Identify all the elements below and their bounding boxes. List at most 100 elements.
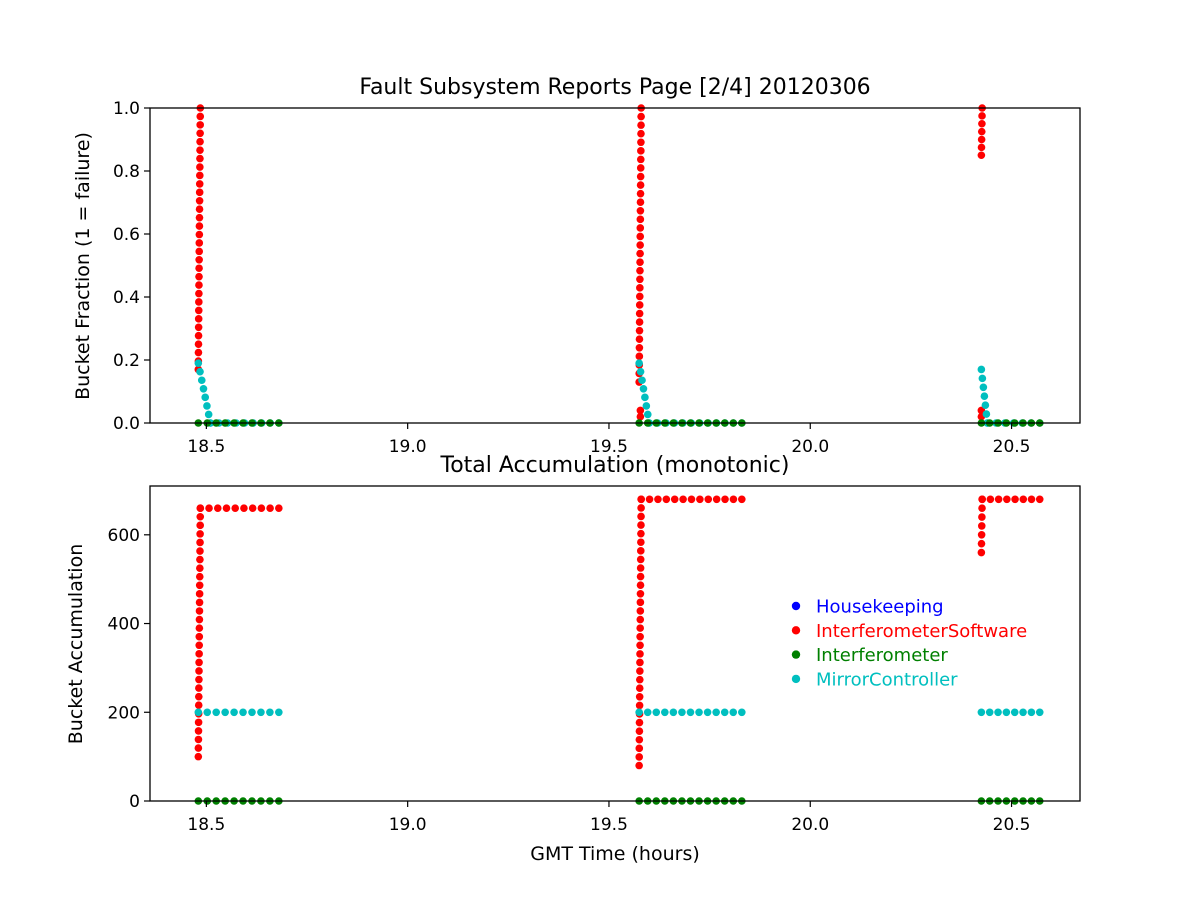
data-point <box>645 495 654 504</box>
data-point <box>194 331 203 340</box>
legend: Housekeeping InterferometerSoftware Interf… <box>791 597 1027 690</box>
data-point <box>636 667 644 675</box>
data-point <box>195 188 204 197</box>
data-point <box>636 412 645 421</box>
data-point <box>678 708 686 717</box>
y-axis-label: Bucket Fraction (1 = failure) <box>72 132 94 400</box>
data-point <box>670 495 679 504</box>
data-point <box>266 708 274 717</box>
data-point <box>636 675 644 684</box>
data-point <box>195 230 204 239</box>
data-point <box>994 708 1002 717</box>
data-point <box>196 171 204 180</box>
data-point <box>195 298 203 306</box>
data-point <box>636 241 644 249</box>
accumulation-panel: Total Accumulation (monotonic) Bucket Ac… <box>65 453 1081 865</box>
data-point <box>636 232 645 241</box>
data-point <box>195 247 204 256</box>
data-point <box>978 513 986 521</box>
data-point <box>196 564 204 572</box>
data-point <box>213 504 222 512</box>
data-point <box>266 504 274 512</box>
data-point <box>636 215 645 224</box>
data-point <box>222 504 231 512</box>
data-point <box>195 180 204 188</box>
data-point <box>205 504 213 512</box>
data-point <box>687 495 696 504</box>
data-point <box>257 504 266 512</box>
data-point <box>194 348 203 357</box>
data-point <box>696 495 704 504</box>
data-point <box>194 727 203 735</box>
data-point <box>636 658 644 667</box>
data-point <box>661 708 669 717</box>
x-tick-label: 19.5 <box>590 437 628 457</box>
data-point <box>636 547 645 555</box>
data-point <box>637 521 645 529</box>
data-point <box>196 504 205 512</box>
data-point <box>636 266 644 275</box>
data-point <box>196 129 204 138</box>
data-point <box>636 598 645 607</box>
legend-label: Housekeeping <box>816 597 944 618</box>
data-point <box>712 495 721 504</box>
legend-marker <box>791 626 801 635</box>
y-tick-label: 0.0 <box>113 414 140 434</box>
legend-label: InterferometerSoftware <box>816 621 1027 642</box>
data-point <box>636 181 645 189</box>
data-point <box>230 708 238 717</box>
y-tick-label: 200 <box>108 703 140 723</box>
data-point <box>637 121 645 129</box>
data-point <box>636 641 644 650</box>
data-point <box>195 598 204 607</box>
data-point <box>636 189 645 198</box>
data-point <box>981 401 990 409</box>
series-interferometersoftware <box>194 495 1044 770</box>
data-point <box>635 301 644 309</box>
data-point <box>641 393 649 402</box>
tick-labels: 18.5 19.0 19.5 20.0 20.5 0 200 400 600 <box>108 526 1031 835</box>
data-point <box>643 708 652 717</box>
data-point <box>637 112 645 121</box>
data-point <box>196 121 204 129</box>
data-point <box>977 531 986 539</box>
data-point <box>704 495 713 504</box>
data-point <box>638 376 646 385</box>
data-point <box>635 343 644 352</box>
data-point <box>978 504 986 512</box>
data-point <box>636 249 644 258</box>
chart-title: Total Accumulation (monotonic) <box>440 453 790 478</box>
data-point <box>248 504 257 512</box>
x-tick-label: 19.0 <box>389 815 427 835</box>
data-point <box>637 512 645 521</box>
data-point <box>196 112 205 121</box>
data-point <box>669 708 678 717</box>
y-tick-label: 600 <box>108 526 140 546</box>
data-point <box>636 172 645 181</box>
data-point <box>636 155 645 164</box>
data-point <box>738 495 746 504</box>
plot-marks <box>194 495 1044 805</box>
legend-marker <box>791 674 801 684</box>
chart-title: Fault Subsystem Reports Page [2/4] 20120… <box>359 75 870 100</box>
data-point <box>195 572 204 581</box>
data-point <box>635 701 644 710</box>
data-point <box>982 410 991 418</box>
data-point <box>679 495 687 504</box>
data-point <box>637 138 645 147</box>
y-tick-label: 0.8 <box>113 162 140 182</box>
data-point <box>196 146 204 154</box>
x-tick-label: 19.5 <box>590 815 628 835</box>
data-point <box>239 708 247 717</box>
data-point <box>978 495 986 504</box>
data-point <box>720 708 729 717</box>
data-point <box>196 367 204 376</box>
data-point <box>635 309 644 318</box>
data-point <box>636 564 645 572</box>
data-point <box>196 530 204 538</box>
data-point <box>201 393 210 402</box>
data-point <box>635 735 644 744</box>
data-point <box>199 385 208 393</box>
data-point <box>636 650 644 658</box>
data-point <box>195 272 203 281</box>
